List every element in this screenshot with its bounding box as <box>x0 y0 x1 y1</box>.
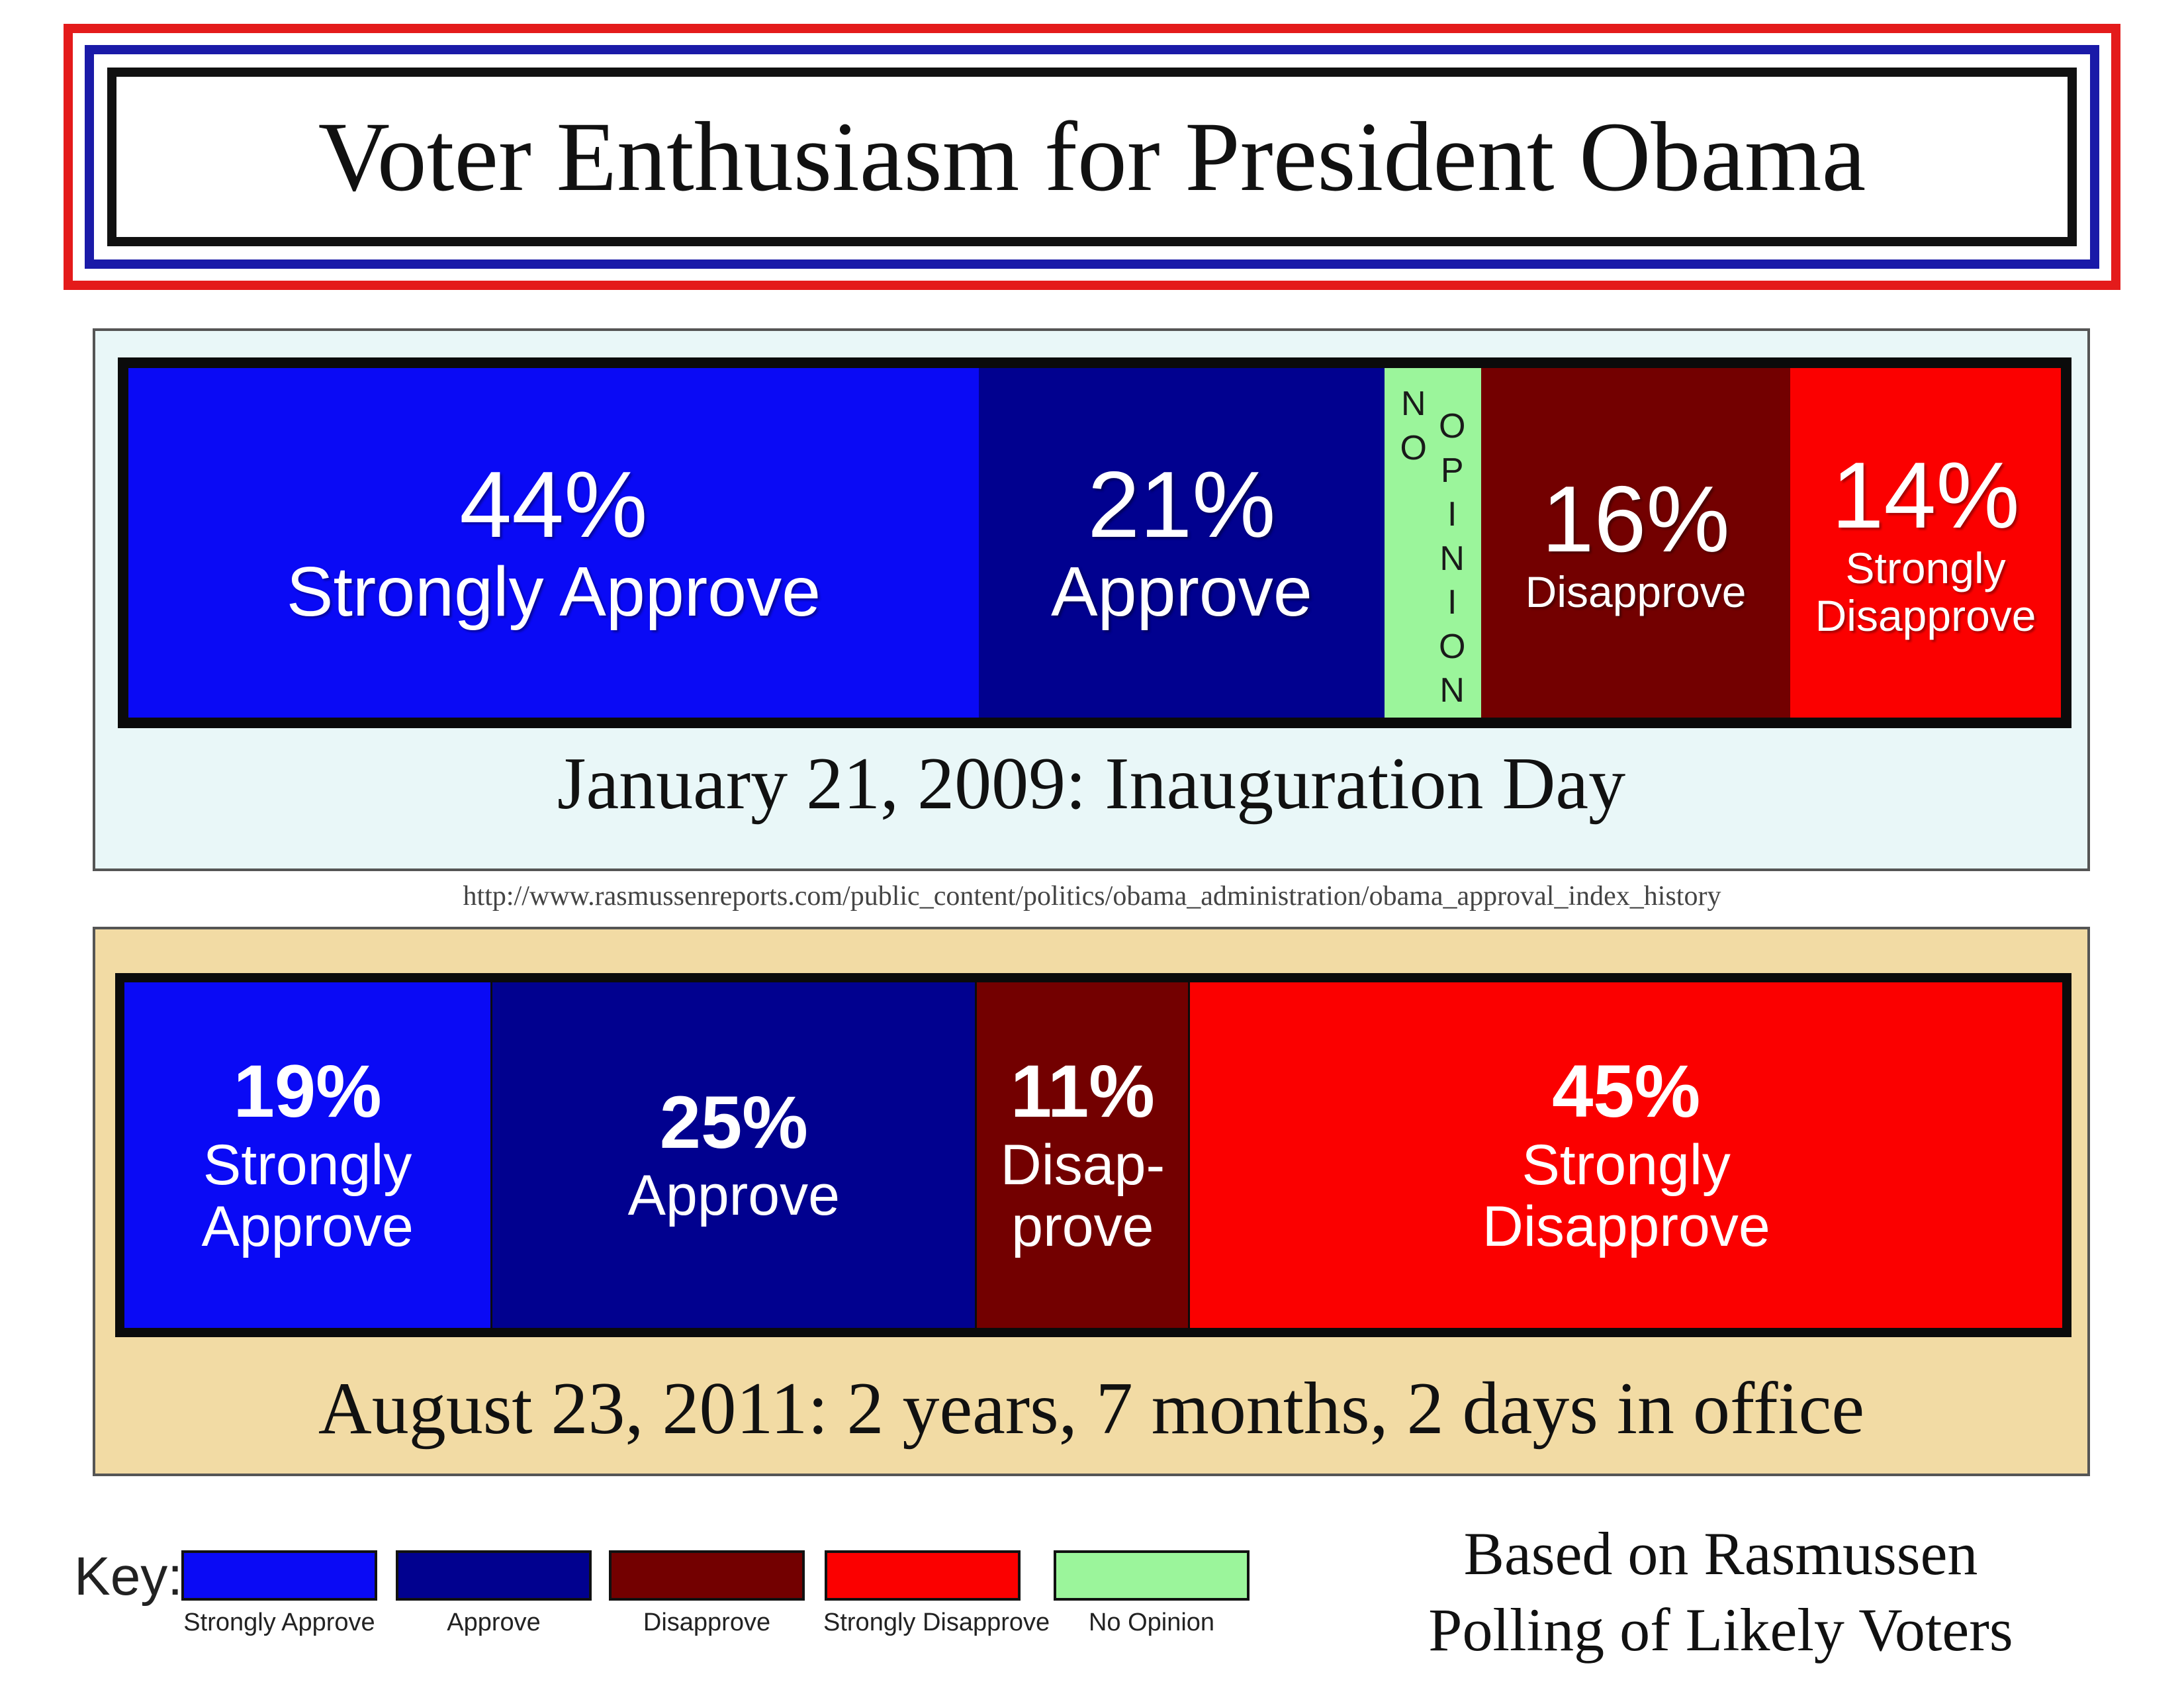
vertical-label-letter: N <box>1439 539 1465 578</box>
key-item-label: Disapprove <box>643 1609 771 1636</box>
key-swatch <box>1054 1550 1250 1601</box>
title-blue-border: Voter Enthusiasm for President Obama <box>85 45 2099 269</box>
stacked-bar-2011: 19% Strongly Approve 25% Approve 11% Disap- p… <box>115 973 2071 1337</box>
panel-august-2011: 19% Strongly Approve 25% Approve 11% Disap- p… <box>93 927 2090 1476</box>
title-black-border: Voter Enthusiasm for President Obama <box>107 68 2077 246</box>
segment-label: Strongly Disapprove <box>1482 1133 1770 1258</box>
bar-segment-strongly-approve: 44% Strongly Approve <box>128 368 979 718</box>
segment-percent: 11% <box>1010 1050 1155 1133</box>
key-swatch <box>181 1550 377 1601</box>
segment-percent: 44% <box>459 452 648 558</box>
bar-segment-strongly-disapprove: 14% Strongly Disapprove <box>1790 368 2061 718</box>
bar-segment-disapprove: 11% Disap- prove <box>977 982 1191 1328</box>
key-swatch <box>396 1550 592 1601</box>
segment-label: Approve <box>1050 553 1312 632</box>
key-item-label: Strongly Disapprove <box>823 1609 1050 1636</box>
vertical-label-letter: N <box>1439 671 1465 710</box>
key-item-strongly-disapprove: Strongly Disapprove <box>823 1550 1050 1637</box>
segment-percent: 45% <box>1552 1050 1701 1133</box>
vertical-label-letter: O <box>1438 407 1466 446</box>
vertical-label-letter: I <box>1447 495 1457 534</box>
segment-label: Approve <box>627 1164 840 1228</box>
source-note: Based on Rasmussen Polling of Likely Vot… <box>1324 1516 2118 1668</box>
title-banner: Voter Enthusiasm for President Obama <box>64 24 2120 290</box>
bar-segment-approve: 21% Approve <box>978 368 1385 718</box>
segment-label: Strongly Approve <box>201 1133 414 1258</box>
bar-segment-strongly-approve: 19% Strongly Approve <box>124 982 493 1328</box>
segment-label: Strongly Approve <box>286 553 821 632</box>
caption-2009: January 21, 2009: Inauguration Day <box>557 743 1626 825</box>
key-item-disapprove: Disapprove <box>608 1550 806 1637</box>
chart-title: Voter Enthusiasm for President Obama <box>318 102 1866 212</box>
source-note-line2: Polling of Likely Voters <box>1428 1596 2013 1664</box>
vertical-label-letter: I <box>1447 583 1457 622</box>
segment-percent: 14% <box>1831 443 2020 549</box>
key-item-approve: Approve <box>394 1550 593 1637</box>
key-item-no-opinion: No Opinion <box>1052 1550 1251 1637</box>
source-url: http://www.rasmussenreports.com/public_c… <box>463 881 1721 912</box>
segment-percent: 21% <box>1087 452 1276 558</box>
bar-segment-approve: 25% Approve <box>492 982 978 1328</box>
vertical-label-letter: O <box>1438 627 1466 666</box>
vertical-label-letter: P <box>1440 451 1464 490</box>
caption-2011: August 23, 2011: 2 years, 7 months, 2 da… <box>318 1368 1865 1450</box>
bar-segment-strongly-disapprove: 45% Strongly Disapprove <box>1190 982 2062 1328</box>
key-label: Key: <box>74 1546 183 1607</box>
segment-percent: 19% <box>233 1050 382 1133</box>
segment-label: Disapprove <box>1525 567 1747 616</box>
segment-percent: 16% <box>1541 466 1730 572</box>
key-item-label: Strongly Approve <box>183 1609 375 1636</box>
segment-percent: 25% <box>659 1080 808 1164</box>
stacked-bar-2009: 44% Strongly Approve 21% Approve N O O P I N I O N 16… <box>118 357 2071 728</box>
source-note-line1: Based on Rasmussen <box>1463 1520 1978 1587</box>
key-swatch <box>609 1550 805 1601</box>
vertical-label-letter: N <box>1400 385 1426 424</box>
key-swatch <box>825 1550 1021 1601</box>
key-item-label: Approve <box>447 1609 541 1636</box>
key-item-label: No Opinion <box>1088 1609 1215 1636</box>
segment-label: Strongly Disapprove <box>1815 543 2036 640</box>
segment-label: Disap- prove <box>1000 1133 1165 1258</box>
vertical-label-letter: O <box>1400 428 1427 467</box>
key-item-strongly-approve: Strongly Approve <box>180 1550 379 1637</box>
panel-inauguration-2009: 44% Strongly Approve 21% Approve N O O P I N I O N 16… <box>93 328 2090 871</box>
bar-segment-disapprove: 16% Disapprove <box>1480 368 1791 718</box>
